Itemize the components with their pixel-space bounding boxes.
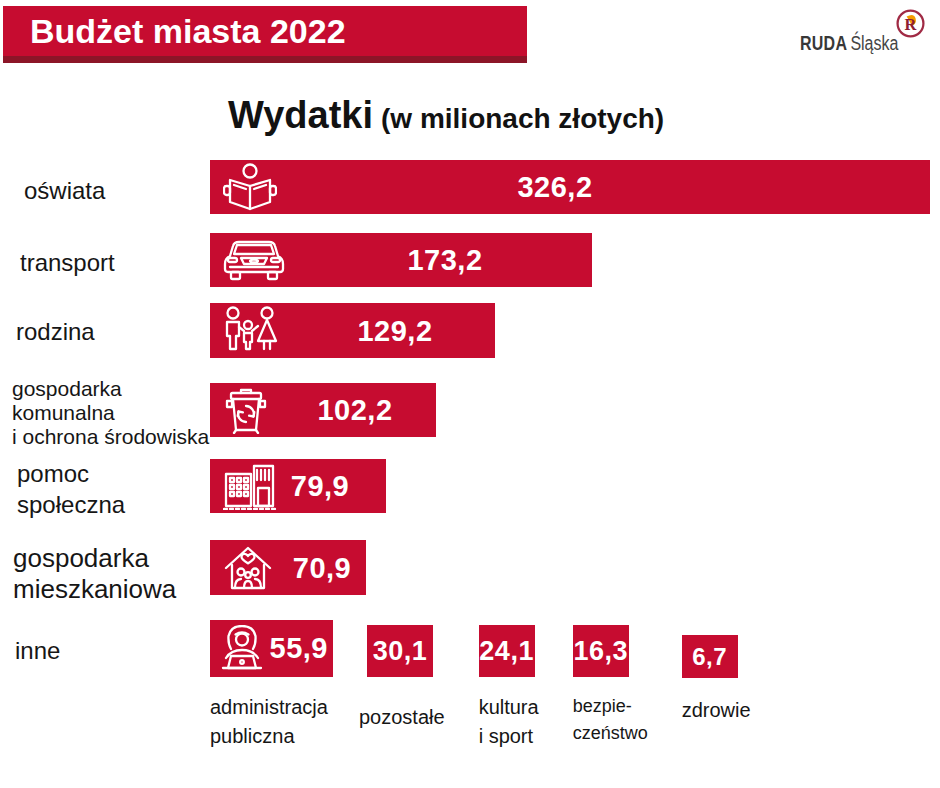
bar-value: 16,3 [573, 636, 628, 667]
ruda-slaska-emblem-icon: R [895, 8, 926, 43]
inne-label-zdrowie: zdrowie [682, 696, 751, 725]
bar-value: 79,9 [291, 470, 349, 503]
row-label-oswiata: oświata [24, 177, 105, 205]
recycling-bin-icon [223, 386, 269, 434]
row-label-gospodarka-komunalna: gospodarka komunalna i ochrona środowisk… [12, 377, 209, 449]
buildings-icon [223, 462, 279, 510]
page-title: Budżet miasta 2022 [30, 12, 346, 51]
inne-label-pozostale: pozostałe [359, 703, 445, 732]
inne-item-bezpieczenstwo: 16,3 bezpie- czeństwo [573, 620, 648, 747]
chart-subtitle: (w milionach złotych) [381, 103, 664, 135]
bar-value: 55,9 [270, 632, 328, 665]
bar-zdrowie: 6,7 [682, 635, 738, 678]
bar-gospodarka-mieszkaniowa: 70,9 [210, 540, 366, 595]
inne-group: 55,9 administracja publiczna 30,1 pozost… [210, 620, 751, 751]
header-banner: Budżet miasta 2022 [3, 6, 527, 63]
svg-text:R: R [904, 15, 916, 34]
logo-name-bold: RUDA [800, 32, 847, 54]
bar-value: 6,7 [692, 643, 727, 671]
bar-pomoc-spoleczna: 79,9 [210, 459, 386, 513]
chart-title-block: Wydatki (w milionach złotych) [228, 94, 664, 137]
bar-transport: 173,2 [210, 233, 592, 287]
bar-rodzina: 129,2 [210, 303, 495, 358]
bar-bezpieczenstwo: 16,3 [573, 625, 629, 677]
bar-oswiata: 326,2 [210, 160, 930, 214]
inne-item-pozostale: 30,1 pozostałe [367, 620, 445, 732]
inne-item-administracja: 55,9 administracja publiczna [210, 620, 333, 751]
page: Budżet miasta 2022 R RUDAŚląska Wydatki … [0, 0, 940, 788]
inne-label-administracja: administracja publiczna [210, 693, 333, 751]
house-with-family-icon [223, 544, 273, 592]
bar-value: 102,2 [317, 394, 392, 427]
family-icon [223, 306, 279, 356]
bar-value: 30,1 [373, 636, 428, 667]
row-label-pomoc-spoleczna: pomoc społeczna [17, 458, 125, 520]
logo-text: RUDAŚląska [800, 32, 898, 55]
inne-label-kultura: kultura i sport [479, 693, 539, 751]
bar-kultura: 24,1 [479, 625, 535, 677]
car-front-icon [223, 238, 285, 282]
bar-administracja: 55,9 [210, 620, 333, 677]
bar-value: 70,9 [293, 551, 351, 584]
row-label-transport: transport [20, 249, 115, 277]
bar-pozostale: 30,1 [367, 625, 433, 677]
person-reading-book-icon [223, 163, 277, 211]
bar-gospodarka-komunalna: 102,2 [210, 383, 436, 437]
row-label-inne: inne [15, 637, 60, 665]
bar-value: 173,2 [407, 244, 482, 277]
logo-name-light: Śląska [850, 32, 898, 54]
row-label-gospodarka-mieszkaniowa: gospodarka mieszkaniowa [13, 543, 176, 605]
inne-label-bezpieczenstwo: bezpie- czeństwo [573, 693, 648, 747]
row-label-rodzina: rodzina [16, 318, 95, 346]
clerk-at-laptop-icon [217, 625, 267, 673]
chart-title: Wydatki [228, 94, 373, 137]
bar-value: 326,2 [517, 171, 592, 204]
bar-value: 24,1 [479, 636, 534, 667]
inne-item-kultura: 24,1 kultura i sport [479, 620, 539, 751]
inne-item-zdrowie: 6,7 zdrowie [682, 620, 751, 725]
bar-value: 129,2 [357, 314, 432, 347]
